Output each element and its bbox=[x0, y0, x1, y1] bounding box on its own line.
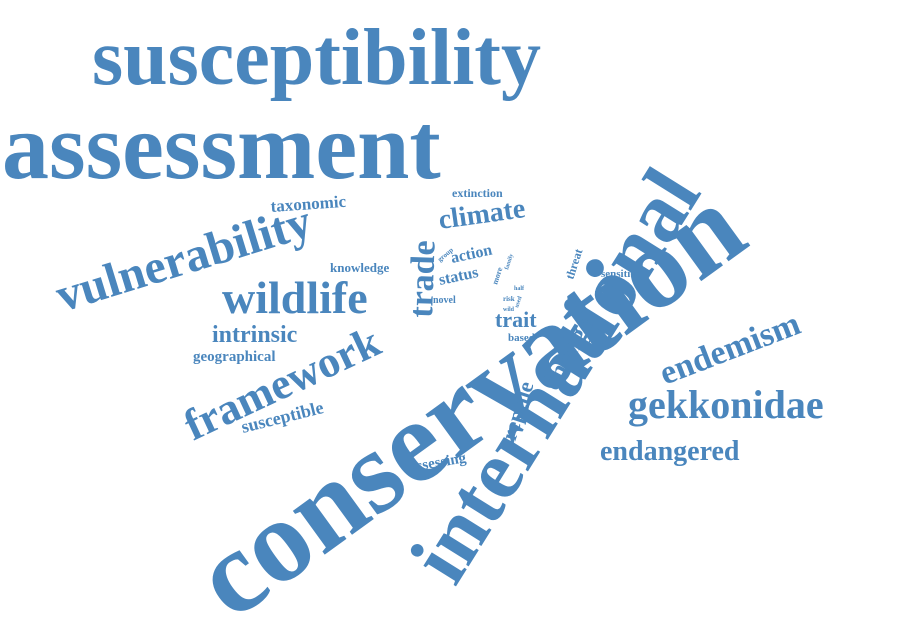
word-gekkonidae: gekkonidae bbox=[628, 382, 824, 427]
word-endangered: endangered bbox=[600, 436, 740, 467]
word-more: more bbox=[490, 266, 504, 286]
word-intrinsic: intrinsic bbox=[212, 322, 298, 348]
word-assessment: assessment bbox=[2, 95, 441, 199]
word-sensitive: sensitive bbox=[601, 268, 641, 280]
word-taxonomic: taxonomic bbox=[270, 192, 347, 216]
word-used: used bbox=[514, 295, 524, 309]
word-based: based bbox=[508, 332, 535, 344]
word-trait: trait bbox=[495, 307, 537, 332]
word-extinction: extinction bbox=[452, 186, 503, 200]
word-novel: novel bbox=[433, 295, 456, 306]
word-trade: trade bbox=[403, 240, 443, 319]
word-half: half bbox=[514, 286, 525, 292]
word-susceptibility: susceptibility bbox=[92, 14, 541, 102]
word-risk: risk bbox=[503, 295, 515, 303]
word-family: family bbox=[504, 253, 515, 270]
word-knowledge: knowledge bbox=[330, 260, 389, 275]
word-wild: wild bbox=[503, 307, 515, 313]
word-wildlife: wildlife bbox=[222, 272, 368, 323]
word-action: action bbox=[449, 242, 493, 267]
word-geographical: geographical bbox=[193, 349, 276, 365]
word-status: status bbox=[437, 264, 480, 289]
